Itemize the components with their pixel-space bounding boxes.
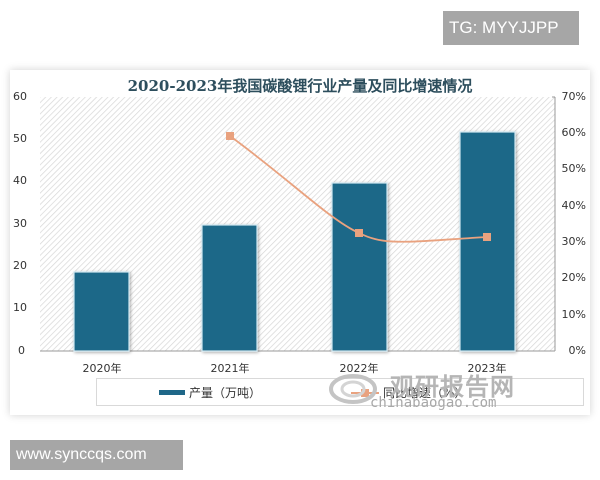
bar-2022[interactable] [331, 182, 388, 352]
legend-label-growth: 同比增速（%） [383, 386, 467, 400]
line-marker-2022[interactable] [355, 229, 363, 237]
bar-2020[interactable] [73, 271, 130, 352]
legend: 产量（万吨） 同比增速（%） [96, 378, 584, 406]
right-axis-tick: 0% [568, 344, 586, 357]
left-axis-tick: 10 [13, 301, 27, 314]
left-axis-tick: 60 [13, 90, 27, 103]
right-axis-tick: 40% [561, 199, 586, 212]
x-axis-label: 2023年 [467, 362, 507, 375]
watermark: 观研报告网 chinabaogao.com [328, 367, 588, 413]
legend-item-growth[interactable]: 同比增速（%） [351, 384, 466, 401]
x-axis-label: 2022年 [339, 362, 379, 375]
swirl-logo-icon [329, 374, 377, 404]
url-badge: www.synccqs.com [10, 440, 183, 470]
plot-area [40, 96, 556, 352]
watermark-cn: 观研报告网 [390, 373, 515, 401]
left-axis-tick: 30 [13, 217, 27, 230]
x-axis-label: 2021年 [210, 362, 250, 375]
line-marker-swatch-icon [351, 388, 379, 398]
legend-item-production[interactable]: 产量（万吨） [159, 384, 261, 401]
line-marker-2021[interactable] [226, 132, 234, 140]
chart-card: 2020-2023年我国碳酸锂行业产量及同比增速情况 60 50 40 30 2… [10, 70, 590, 415]
chart-title: 2020-2023年我国碳酸锂行业产量及同比增速情况 [127, 77, 473, 95]
right-axis-tick: 30% [561, 235, 586, 248]
bar-swatch-icon [159, 390, 185, 395]
left-axis-tick: 20 [13, 259, 27, 272]
left-axis-tick: 0 [18, 344, 25, 357]
x-axis-label: 2020年 [82, 362, 122, 375]
tg-badge: TG: MYYJJPP [443, 11, 579, 45]
line-marker-2023[interactable] [483, 233, 491, 241]
right-axis-tick: 50% [561, 162, 586, 175]
legend-label-production: 产量（万吨） [189, 386, 262, 400]
right-axis-tick: 70% [561, 90, 586, 103]
bar-2023[interactable] [459, 131, 516, 352]
right-axis-tick: 60% [561, 126, 586, 139]
right-axis-tick: 10% [561, 308, 586, 321]
right-axis-tick: 20% [561, 271, 586, 284]
bar-2021[interactable] [201, 224, 258, 352]
watermark-en: chinabaogao.com [370, 395, 497, 411]
line-series [226, 132, 491, 243]
bar-series [73, 131, 516, 352]
left-axis-tick: 50 [13, 132, 27, 145]
left-axis-tick: 40 [13, 174, 27, 187]
